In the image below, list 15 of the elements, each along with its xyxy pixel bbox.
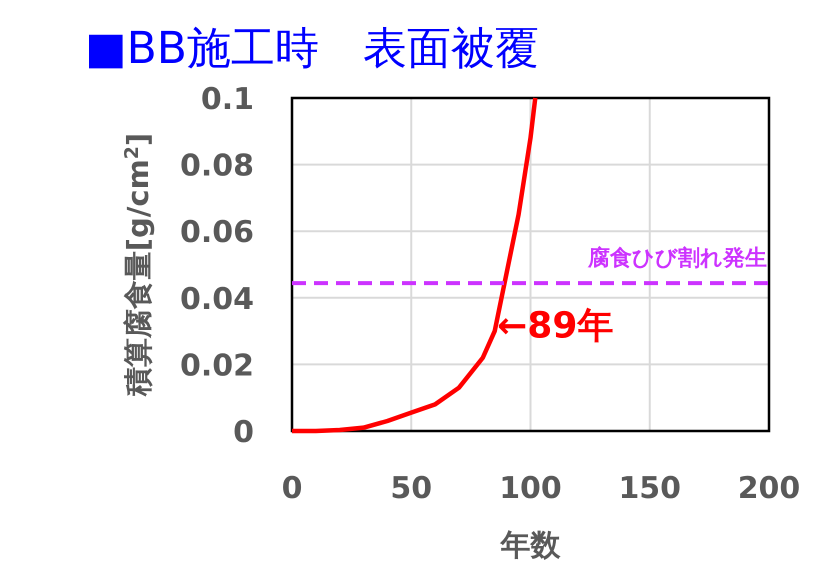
ref-line-label: 腐食ひび割れ発生 (587, 245, 767, 272)
y-tick-label: 0.08 (180, 148, 254, 184)
x-axis-title: 年数 (500, 528, 562, 563)
x-tick-label: 200 (738, 471, 800, 506)
x-tick-label: 150 (618, 471, 682, 506)
y-tick-label: 0.04 (180, 282, 254, 317)
y-tick-label: 0.02 (180, 348, 254, 384)
y-tick-label: 0.06 (180, 215, 254, 250)
x-tick-label: 50 (390, 471, 432, 506)
chart-title: ■BB施工時 表面被覆 (85, 23, 539, 74)
y-tick-label: 0.1 (200, 82, 254, 117)
x-tick-label: 100 (499, 471, 562, 506)
x-tick-label: 0 (282, 471, 302, 506)
annotation: ←89年 (497, 305, 614, 346)
y-tick-label: 0 (233, 415, 254, 450)
